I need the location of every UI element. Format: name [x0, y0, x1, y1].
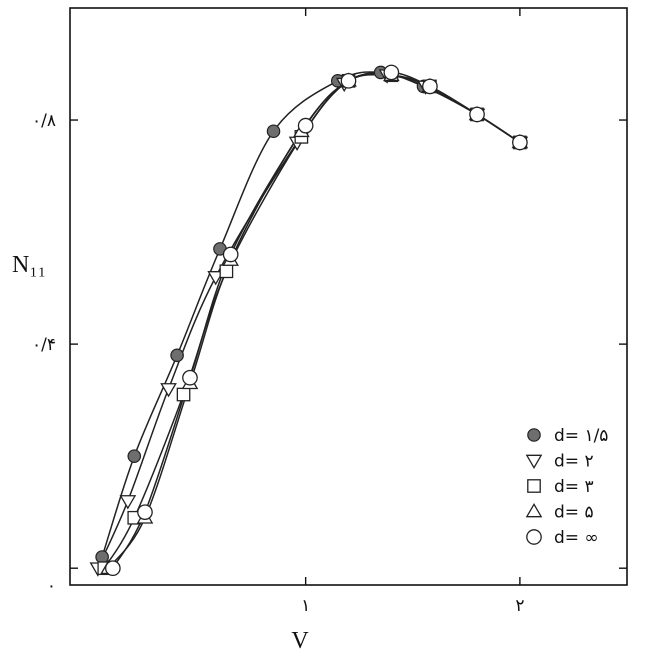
series-5-point-1 — [104, 560, 121, 577]
series-1-point-1 — [95, 550, 109, 564]
series-line-4 — [107, 73, 521, 569]
series-1-point-3 — [170, 348, 184, 363]
series-5-point-6 — [340, 72, 357, 89]
series-5-point-2 — [137, 504, 153, 521]
markers-layer — [89, 64, 529, 577]
y-tick-label-3: ۰/۸ — [32, 111, 56, 131]
series-2-point-4 — [207, 271, 225, 286]
legend-marker-4 — [525, 503, 543, 518]
series-line-5 — [112, 71, 521, 569]
legend-label-1: d= ۱/۵ — [554, 426, 608, 446]
legend-label-5: d= ∞ — [554, 528, 599, 548]
series-line-3 — [103, 73, 521, 569]
legend: d= ۱/۵ d= ۲ d= ۳ d= ۵ d= ∞ — [525, 426, 608, 548]
legend-marker-2 — [525, 454, 543, 469]
y-axis-label: N₁₁ — [12, 252, 46, 278]
series-5-point-5 — [297, 117, 314, 134]
curves-layer — [97, 71, 521, 569]
legend-marker-5 — [526, 529, 542, 545]
series-5-point-7 — [383, 64, 400, 81]
series-line-1 — [101, 71, 521, 558]
x-tick-label-2: ۲ — [515, 596, 524, 616]
legend-label-3: d= ۳ — [554, 477, 594, 497]
series-5-point-4 — [222, 246, 239, 263]
y-tick-label-1: ۰ — [47, 576, 56, 596]
legend-marker-3 — [527, 479, 541, 493]
series-5-point-3 — [182, 369, 198, 386]
legend-label-4: d= ۵ — [554, 503, 594, 523]
series-3-point-4 — [219, 264, 234, 279]
series-3-point-3 — [176, 387, 191, 402]
legend-marker-1 — [527, 428, 541, 442]
series-2-point-3 — [160, 383, 177, 398]
series-5-point-8 — [422, 78, 438, 95]
series-line-2 — [97, 73, 521, 569]
ticks-layer: ۱ ۲ ۰ ۰/۴ ۰/۸ — [32, 8, 627, 616]
series-5-point-9 — [469, 106, 485, 123]
series-5-point-10 — [512, 134, 528, 151]
x-axis-label: V — [291, 628, 309, 654]
x-tick-label-1: ۱ — [301, 596, 310, 616]
legend-label-2: d= ۲ — [554, 452, 594, 472]
series-1-point-5 — [266, 124, 281, 139]
series-1-point-2 — [127, 449, 142, 463]
plot-frame — [69, 7, 628, 586]
series-2-point-2 — [119, 495, 137, 510]
y-tick-label-2: ۰/۴ — [32, 335, 56, 355]
